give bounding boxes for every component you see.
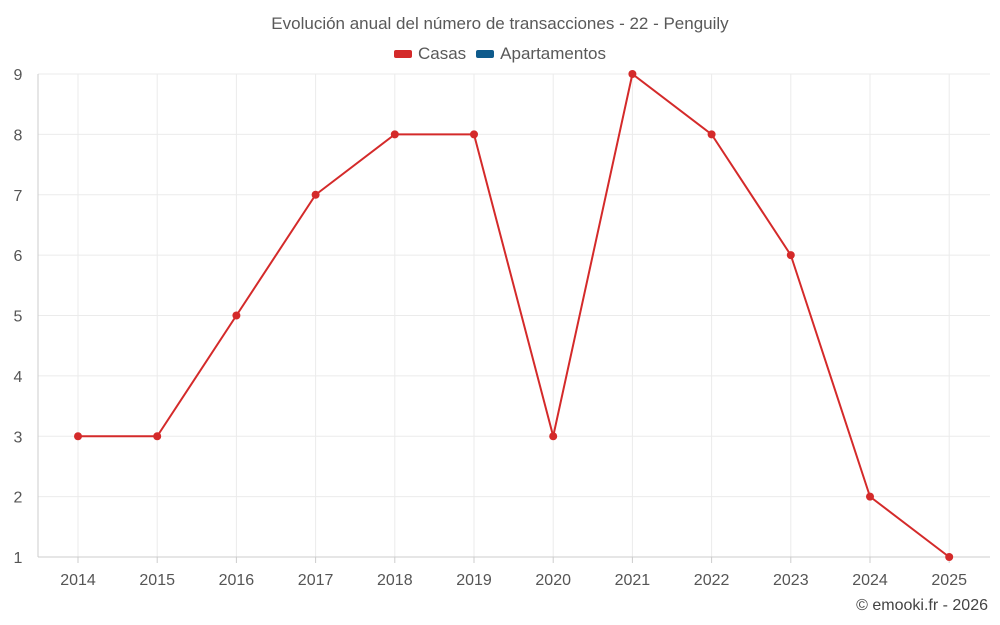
axes: 1 2 3 4 5 6 7 8 9 2014 2015 2016 2017 2018 2019 2020 202… [14, 67, 990, 589]
y-tick-label: 7 [14, 188, 23, 205]
chart-title: Evolución anual del número de transaccio… [271, 14, 729, 33]
legend-item-casas[interactable]: Casas [393, 44, 467, 64]
x-tick-label: 2023 [773, 572, 809, 589]
data-point-casas[interactable] [707, 130, 716, 139]
y-tick-label: 2 [14, 490, 23, 507]
legend-label-casas: Casas [417, 44, 467, 63]
data-point-casas[interactable] [549, 432, 558, 441]
data-point-casas[interactable] [311, 190, 320, 199]
data-point-casas[interactable] [628, 70, 637, 78]
x-tick-label: 2022 [694, 572, 730, 589]
x-tick-label: 2017 [298, 572, 334, 589]
data-point-casas[interactable] [470, 130, 478, 139]
legend-label-apartamentos: Apartamentos [500, 44, 607, 63]
legend-item-apartamentos[interactable]: Apartamentos [476, 44, 606, 64]
y-tick-label: 1 [14, 550, 23, 567]
y-tick-label: 8 [14, 127, 23, 144]
y-tick-label: 5 [14, 309, 23, 326]
data-point-casas[interactable] [390, 130, 399, 139]
data-point-casas[interactable] [945, 553, 954, 561]
grid [38, 73, 990, 557]
legend: Casas Apartamentos [0, 44, 1000, 64]
data-point-casas[interactable] [74, 432, 82, 441]
x-tick-label: 2019 [456, 572, 492, 589]
data-point-casas[interactable] [866, 492, 874, 501]
series-layer [74, 70, 954, 561]
y-tick-label: 3 [14, 429, 23, 446]
x-tick-label: 2016 [219, 572, 255, 589]
data-point-casas[interactable] [786, 251, 795, 260]
x-tick-label: 2014 [60, 572, 96, 589]
x-tick-label: 2020 [535, 572, 571, 589]
x-tick-label: 2018 [377, 572, 413, 589]
x-tick-label: 2024 [852, 572, 888, 589]
y-tick-label: 9 [14, 67, 23, 84]
legend-swatch-casas [393, 50, 412, 58]
x-tick-label: 2025 [931, 572, 967, 589]
legend-swatch-apartamentos [476, 50, 495, 58]
data-point-casas[interactable] [153, 432, 162, 441]
y-tick-label: 4 [14, 369, 23, 386]
y-tick-label: 6 [14, 248, 23, 265]
x-tick-label: 2015 [139, 572, 175, 589]
credit-text: © emooki.fr - 2026 [856, 597, 988, 614]
data-point-casas[interactable] [232, 311, 241, 320]
x-tick-label: 2021 [615, 572, 651, 589]
series-line-casas [78, 73, 950, 558]
